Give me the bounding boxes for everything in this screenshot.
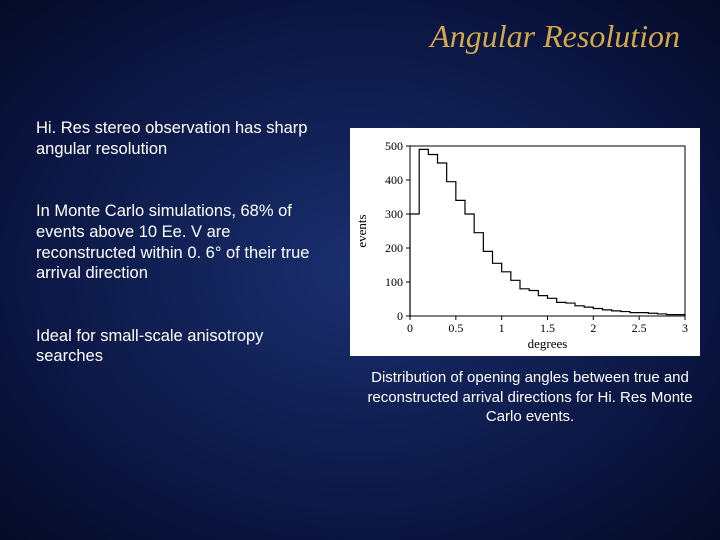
svg-text:3: 3 xyxy=(682,321,688,335)
left-column: Hi. Res stereo observation has sharp ang… xyxy=(36,118,326,409)
histogram-chart: 0 100 200 300 400 500 0 0.5 1 1.5 2 2.5 3 degrees even… xyxy=(350,128,700,356)
svg-text:200: 200 xyxy=(385,241,403,255)
svg-text:0: 0 xyxy=(397,309,403,323)
svg-text:0.5: 0.5 xyxy=(448,321,463,335)
svg-text:500: 500 xyxy=(385,139,403,153)
paragraph-1: Hi. Res stereo observation has sharp ang… xyxy=(36,118,326,159)
svg-text:400: 400 xyxy=(385,173,403,187)
chart-svg: 0 100 200 300 400 500 0 0.5 1 1.5 2 2.5 3 degrees even… xyxy=(350,128,700,356)
svg-text:2.5: 2.5 xyxy=(632,321,647,335)
svg-text:2: 2 xyxy=(590,321,596,335)
svg-text:1.5: 1.5 xyxy=(540,321,555,335)
svg-text:100: 100 xyxy=(385,275,403,289)
svg-text:events: events xyxy=(354,214,369,247)
slide-title: Angular Resolution xyxy=(430,18,680,55)
svg-text:1: 1 xyxy=(499,321,505,335)
svg-text:300: 300 xyxy=(385,207,403,221)
svg-text:degrees: degrees xyxy=(528,336,568,351)
svg-text:0: 0 xyxy=(407,321,413,335)
chart-caption: Distribution of opening angles between t… xyxy=(360,368,700,427)
paragraph-3: Ideal for small-scale anisotropy searche… xyxy=(36,326,326,367)
paragraph-2: In Monte Carlo simulations, 68% of event… xyxy=(36,201,326,284)
